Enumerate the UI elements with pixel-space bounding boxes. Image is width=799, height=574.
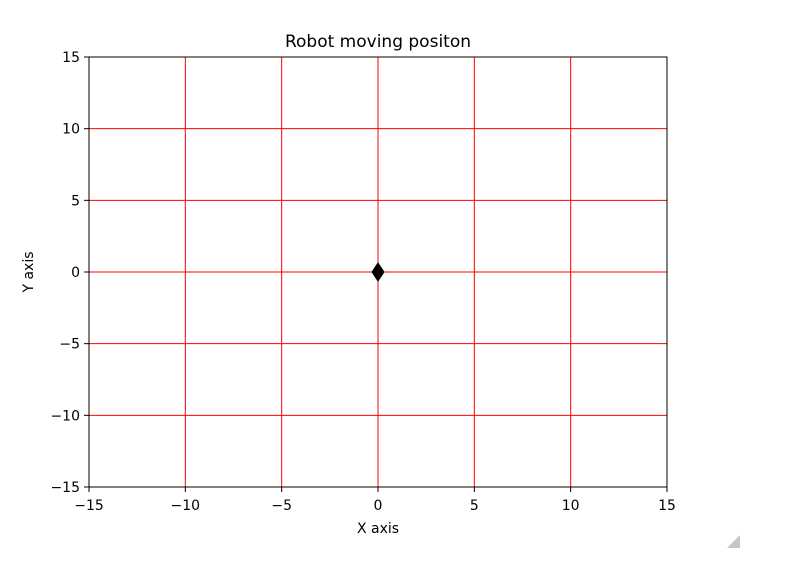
x-tick-label: 15 (658, 498, 676, 514)
y-tick-label: −5 (59, 337, 80, 353)
data-points (371, 262, 385, 282)
chart-title: Robot moving positon (285, 32, 471, 52)
x-axis-label: X axis (357, 521, 399, 537)
x-tick-label: 10 (562, 498, 580, 514)
y-tick-label: 15 (62, 50, 80, 66)
y-tick-label: 0 (71, 265, 80, 281)
x-tick-label: −5 (271, 498, 292, 514)
x-tick-label: 0 (374, 498, 383, 514)
x-tick-label: −10 (171, 498, 201, 514)
resize-grip-icon[interactable] (727, 535, 740, 548)
y-tick-label: −15 (50, 480, 80, 496)
y-tick-label: 5 (71, 193, 80, 209)
axis-ticks: −15 −10 −5 0 5 10 15 −15 −10 −5 0 5 10 15 (50, 50, 675, 514)
y-tick-label: −10 (50, 408, 80, 424)
robot-position-marker (371, 262, 385, 282)
y-tick-label: 10 (62, 122, 80, 138)
y-axis-label: Y axis (21, 251, 37, 293)
x-tick-label: 5 (470, 498, 479, 514)
x-tick-label: −15 (74, 498, 104, 514)
